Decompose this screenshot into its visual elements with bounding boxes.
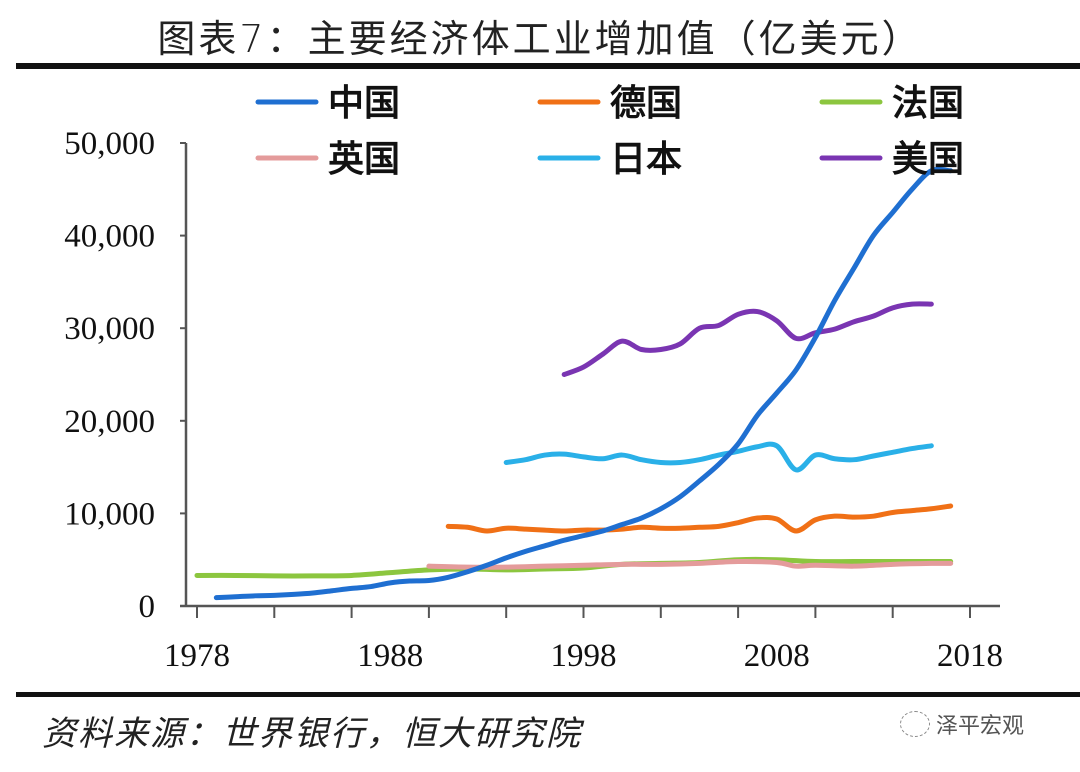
series-line-美国	[561, 301, 934, 377]
chart-title: 图表7：主要经济体工业增加值（亿美元）	[157, 17, 923, 61]
series-lines	[194, 166, 954, 601]
legend-item: 德国	[537, 83, 682, 124]
x-tick-label: 2008	[744, 638, 810, 674]
y-tick-label: 50,000	[64, 126, 155, 162]
series-line-日本	[503, 441, 934, 473]
series-line-英国	[426, 559, 954, 570]
legend-label: 英国	[328, 139, 400, 180]
bottom-divider	[16, 692, 1080, 697]
legend-item: 英国	[255, 139, 400, 180]
legend-item: 中国	[255, 83, 400, 124]
tick-labels: 0 10,000 20,000 30,000 40,000 50,000 1978 1988 1…	[64, 126, 1003, 674]
x-tick-label: 1978	[164, 638, 230, 674]
legend-label: 美国	[892, 139, 964, 180]
series-line-德国	[445, 503, 954, 534]
watermark: 泽平宏观	[900, 708, 1024, 740]
top-divider	[16, 63, 1080, 69]
x-tick-label: 1988	[357, 638, 423, 674]
legend-label: 中国	[328, 83, 400, 124]
y-tick-label: 30,000	[64, 311, 155, 347]
y-tick-label: 40,000	[64, 219, 155, 255]
series-line-法国	[194, 556, 954, 579]
legend-label: 日本	[610, 139, 682, 180]
legend-item: 法国	[819, 83, 964, 124]
wechat-logo-icon	[900, 711, 930, 737]
y-tick-label: 20,000	[64, 404, 155, 440]
series-line-中国	[213, 166, 954, 601]
watermark-text: 泽平宏观	[936, 714, 1025, 739]
legend-item: 日本	[537, 139, 682, 180]
source-note: 资料来源：世界银行，恒大研究院	[42, 714, 582, 754]
y-tick-label: 10,000	[64, 496, 155, 532]
line-chart: 0 10,000 20,000 30,000 40,000 50,000 1978 1988 1…	[64, 83, 1003, 674]
x-tick-label: 2018	[937, 638, 1003, 674]
legend-item: 美国	[819, 139, 964, 180]
axes	[180, 142, 1000, 618]
x-tick-label: 1998	[551, 638, 617, 674]
legend-label: 法国	[892, 83, 964, 124]
legend-label: 德国	[610, 83, 682, 124]
y-tick-label: 0	[139, 589, 156, 625]
